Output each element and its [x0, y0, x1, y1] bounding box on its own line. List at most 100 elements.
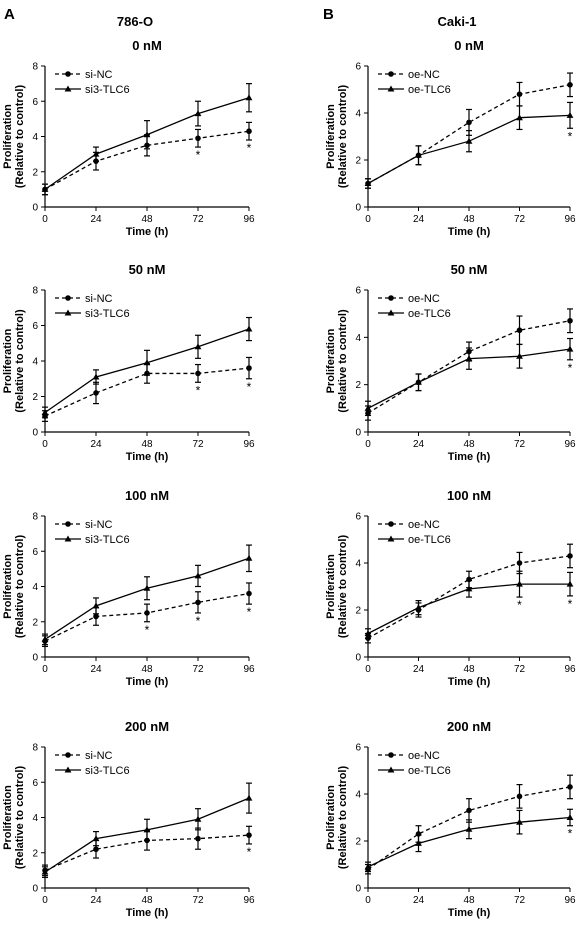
x-tick-label: 96 [564, 214, 576, 225]
y-tick-label: 4 [32, 357, 38, 368]
legend-marker [388, 521, 394, 527]
y-tick-label: 2 [32, 392, 38, 403]
chart-title: 50 nM [129, 262, 166, 277]
y-tick-label: 2 [355, 156, 361, 167]
y-axis-label-2: (Relative to control) [337, 766, 349, 870]
significance-star: * [247, 141, 252, 155]
x-axis-label: Time (h) [126, 451, 169, 463]
data-point [566, 580, 574, 587]
data-point [516, 793, 523, 800]
significance-star: * [247, 605, 252, 619]
significance-star: * [517, 598, 522, 612]
x-tick-label: 48 [463, 895, 475, 906]
y-axis-label: Proliferation [2, 328, 14, 393]
legend-marker [387, 309, 395, 316]
legend: si-NC si3-TLC6 [55, 69, 130, 96]
y-tick-label: 2 [32, 848, 38, 859]
legend: oe-NC oe-TLC6 [378, 69, 451, 96]
data-point [245, 325, 253, 332]
data-point [92, 835, 100, 842]
y-tick-label: 8 [32, 286, 38, 297]
data-point [364, 404, 372, 411]
data-point [567, 784, 573, 790]
y-tick-label: 8 [32, 512, 38, 523]
x-tick-label: 96 [243, 895, 255, 906]
x-tick-label: 24 [413, 664, 425, 675]
data-point [516, 818, 523, 825]
x-tick-label: 48 [463, 214, 475, 225]
y-tick-label: 6 [355, 62, 361, 73]
legend-marker [64, 766, 72, 773]
data-point [41, 635, 49, 642]
y-axis-label-2: (Relative to control) [337, 85, 349, 189]
legend-label: si3-TLC6 [85, 765, 130, 777]
data-point [516, 352, 523, 359]
x-tick-label: 72 [192, 895, 204, 906]
x-axis-label: Time (h) [126, 907, 169, 919]
data-point [516, 91, 523, 97]
series-line [44, 367, 250, 417]
data-point [516, 114, 523, 121]
x-tick-label: 0 [365, 439, 371, 450]
y-tick-label: 4 [355, 559, 361, 570]
y-tick-label: 6 [32, 778, 38, 789]
data-point [364, 180, 372, 186]
x-tick-label: 72 [514, 895, 526, 906]
y-tick-label: 6 [355, 743, 361, 754]
data-point [194, 110, 202, 117]
data-point [246, 365, 252, 371]
y-tick-label: 0 [32, 203, 38, 214]
x-tick-label: 48 [463, 664, 475, 675]
significance-star: * [196, 383, 201, 397]
data-point [415, 151, 422, 158]
data-point [566, 111, 574, 118]
y-tick-label: 0 [32, 653, 38, 664]
legend-label: oe-TLC6 [408, 765, 451, 777]
data-point [194, 815, 202, 822]
data-point [93, 390, 99, 396]
x-tick-label: 0 [42, 895, 48, 906]
data-point [194, 343, 202, 350]
x-tick-label: 72 [192, 214, 204, 225]
legend-label: si3-TLC6 [85, 84, 130, 96]
data-point [41, 868, 49, 875]
data-point [465, 825, 473, 832]
data-point [567, 317, 573, 324]
x-tick-label: 24 [90, 439, 102, 450]
data-point [245, 794, 253, 801]
x-tick-label: 0 [42, 439, 48, 450]
y-axis-label-2: (Relative to control) [14, 309, 26, 413]
series-treatment [41, 544, 253, 646]
legend-label: si3-TLC6 [85, 308, 130, 320]
legend-label: oe-NC [408, 519, 440, 531]
series-treatment [41, 83, 253, 196]
x-tick-label: 0 [365, 214, 371, 225]
panel-letter-b: B [323, 6, 334, 23]
significance-star: * [145, 623, 150, 637]
x-tick-label: 96 [564, 664, 576, 675]
legend-marker [64, 309, 72, 316]
chart-title: 0 nM [454, 38, 484, 53]
y-tick-label: 8 [32, 62, 38, 73]
data-point [195, 599, 201, 606]
data-point [566, 345, 574, 352]
x-tick-label: 96 [243, 664, 255, 675]
legend-label: si-NC [85, 69, 113, 81]
data-point [246, 128, 252, 135]
data-point [364, 863, 372, 870]
data-point [364, 630, 372, 636]
data-point [246, 832, 252, 838]
y-tick-label: 4 [355, 109, 361, 120]
legend: si-NC si3-TLC6 [55, 519, 130, 546]
x-tick-label: 48 [141, 895, 153, 906]
legend-label: oe-TLC6 [408, 84, 451, 96]
series-treatment [364, 101, 574, 189]
y-tick-label: 4 [32, 582, 38, 593]
legend-marker [64, 85, 72, 92]
significance-star: * [568, 597, 573, 611]
y-tick-label: 6 [32, 547, 38, 558]
y-tick-label: 2 [355, 837, 361, 848]
